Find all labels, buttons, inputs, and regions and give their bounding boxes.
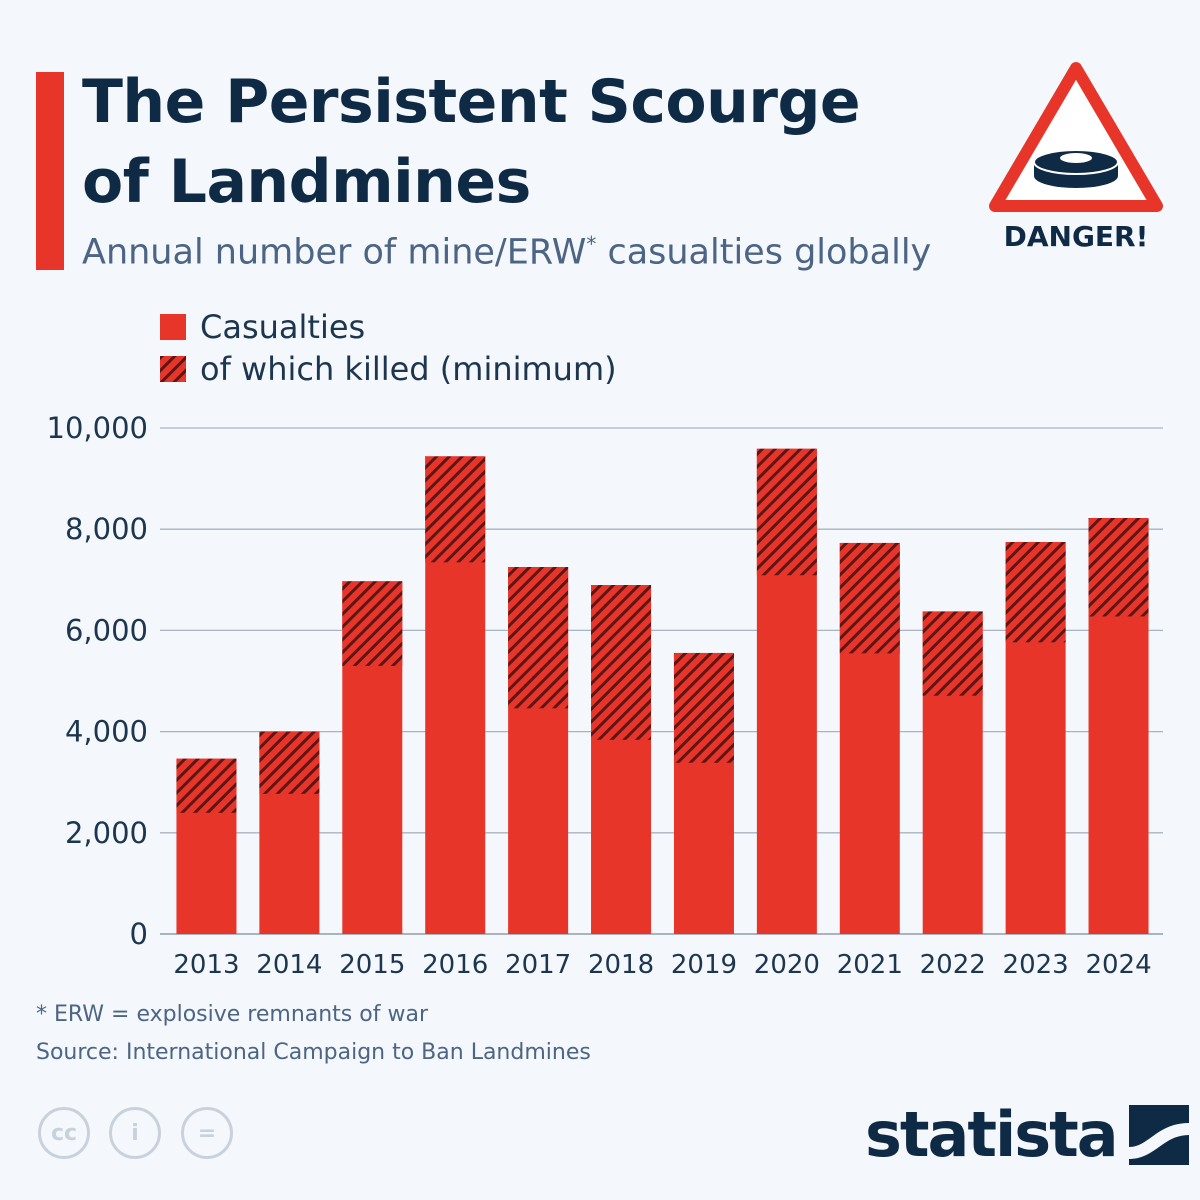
legend-item-killed: of which killed (minimum) bbox=[160, 348, 617, 390]
x-tick-label: 2022 bbox=[920, 950, 986, 980]
title-accent-bar bbox=[36, 72, 64, 270]
x-tick-label: 2014 bbox=[256, 950, 322, 980]
source[interactable]: Source: International Campaign to Ban La… bbox=[36, 1040, 591, 1065]
y-tick-label: 4,000 bbox=[65, 715, 148, 749]
bar-killed[interactable] bbox=[756, 448, 817, 576]
bar-killed[interactable] bbox=[176, 758, 237, 813]
statista-logo-icon bbox=[1128, 1104, 1189, 1165]
legend-item-casualties: Casualties bbox=[160, 306, 617, 348]
bar-chart: 0 2,000 4,000 6,000 8,000 10,000 2013 2014 2015 2… bbox=[47, 411, 1163, 980]
y-tick-label: 8,000 bbox=[65, 512, 148, 546]
subtitle-text: Annual number of mine/ERW bbox=[82, 232, 587, 273]
y-tick-label: 0 bbox=[130, 917, 148, 951]
bar-killed[interactable] bbox=[673, 652, 734, 763]
no-derivatives-icon[interactable]: = bbox=[181, 1107, 233, 1159]
page-title: The Persistent Scourge of Landmines bbox=[82, 62, 861, 222]
bar-killed[interactable] bbox=[342, 581, 403, 666]
attribution-icon[interactable]: i bbox=[109, 1107, 161, 1159]
bar-killed[interactable] bbox=[591, 585, 652, 740]
x-tick-label: 2017 bbox=[505, 950, 571, 980]
bar-killed[interactable] bbox=[839, 542, 900, 654]
x-tick-label: 2019 bbox=[671, 950, 737, 980]
legend-label: Casualties bbox=[200, 308, 366, 346]
y-tick-label: 10,000 bbox=[47, 411, 148, 445]
bar-killed[interactable] bbox=[922, 611, 983, 696]
legend-label: of which killed (minimum) bbox=[200, 350, 617, 388]
bar-killed[interactable] bbox=[425, 456, 486, 563]
bar-killed[interactable] bbox=[508, 566, 569, 709]
creative-commons-icon[interactable]: cc bbox=[38, 1107, 90, 1159]
x-tick-label: 2016 bbox=[422, 950, 488, 980]
bar-killed[interactable] bbox=[1088, 518, 1149, 617]
title-line-2: of Landmines bbox=[82, 147, 531, 217]
x-tick-label: 2015 bbox=[339, 950, 405, 980]
subtitle-text-end: casualties globally bbox=[596, 232, 932, 273]
legend-swatch-solid bbox=[160, 314, 186, 340]
subtitle: Annual number of mine/ERW* casualties gl… bbox=[82, 232, 931, 273]
danger-label: DANGER! bbox=[1004, 220, 1149, 253]
brand-wordmark: statista bbox=[865, 1098, 1119, 1171]
footnote: * ERW = explosive remnants of war bbox=[36, 1002, 428, 1027]
subtitle-footnote-mark: * bbox=[586, 232, 597, 256]
x-tick-label: 2020 bbox=[754, 950, 820, 980]
y-tick-label: 2,000 bbox=[65, 816, 148, 850]
legend: Casualties of which killed (minimum) bbox=[160, 306, 617, 390]
legend-swatch-hatched bbox=[160, 356, 186, 382]
x-tick-label: 2013 bbox=[173, 950, 239, 980]
x-tick-label: 2024 bbox=[1085, 950, 1151, 980]
statista-logo[interactable]: statista bbox=[865, 1098, 1189, 1171]
x-tick-label: 2018 bbox=[588, 950, 654, 980]
title-line-1: The Persistent Scourge bbox=[82, 67, 861, 137]
danger-sign-icon: DANGER! bbox=[989, 62, 1163, 253]
bar-killed[interactable] bbox=[1005, 542, 1066, 643]
x-tick-label: 2021 bbox=[837, 950, 903, 980]
x-tick-label: 2023 bbox=[1003, 950, 1069, 980]
bar-killed[interactable] bbox=[259, 731, 320, 794]
y-tick-label: 6,000 bbox=[65, 613, 148, 647]
